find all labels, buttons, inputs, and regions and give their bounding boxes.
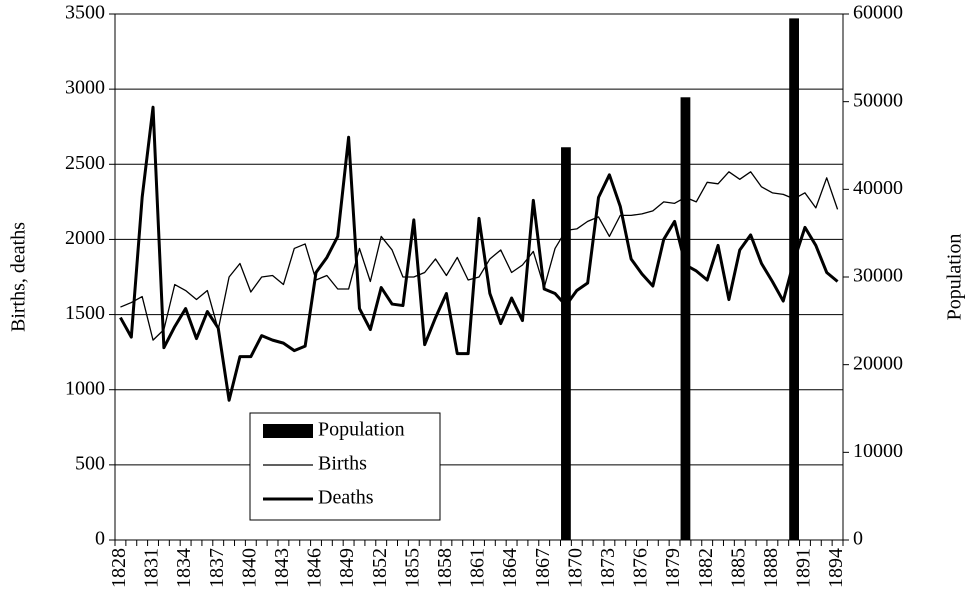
x-tick-label: 1870 bbox=[564, 548, 586, 588]
x-tick-label: 1879 bbox=[662, 548, 684, 588]
x-tick-label: 1864 bbox=[499, 548, 521, 588]
legend-label: Births bbox=[318, 453, 367, 475]
bar bbox=[680, 97, 691, 541]
y-tick-label: 3500 bbox=[65, 2, 105, 24]
x-tick-label: 1858 bbox=[434, 548, 456, 588]
y2-tick-label: 10000 bbox=[853, 440, 903, 462]
x-tick-label: 1846 bbox=[304, 548, 326, 588]
bar bbox=[789, 18, 799, 540]
x-tick-label: 1840 bbox=[238, 548, 260, 588]
y-axis-label: Births, deaths bbox=[8, 222, 30, 332]
x-tick-label: 1855 bbox=[401, 548, 423, 588]
x-tick-label: 1882 bbox=[695, 548, 717, 588]
x-tick-label: 1828 bbox=[108, 548, 130, 588]
x-tick-label: 1843 bbox=[271, 548, 293, 588]
x-tick-label: 1834 bbox=[173, 548, 195, 588]
x-tick-label: 1894 bbox=[825, 548, 847, 588]
y2-axis-label: Population bbox=[944, 234, 966, 321]
y2-tick-label: 20000 bbox=[853, 352, 903, 374]
y2-tick-label: 30000 bbox=[853, 265, 903, 287]
x-tick-label: 1831 bbox=[141, 548, 163, 588]
y2-tick-label: 0 bbox=[853, 528, 863, 550]
line bbox=[120, 171, 839, 341]
y-tick-label: 0 bbox=[95, 528, 105, 550]
x-tick-label: 1876 bbox=[630, 548, 652, 588]
legend-swatch bbox=[263, 424, 313, 438]
y-tick-label: 1500 bbox=[65, 302, 105, 324]
x-tick-label: 1849 bbox=[336, 548, 358, 588]
y2-tick-label: 40000 bbox=[853, 177, 903, 199]
x-tick-label: 1885 bbox=[727, 548, 749, 588]
y-tick-label: 2500 bbox=[65, 152, 105, 174]
x-tick-label: 1867 bbox=[532, 548, 554, 588]
y-tick-label: 2000 bbox=[65, 227, 105, 249]
y2-tick-label: 50000 bbox=[853, 89, 903, 111]
x-tick-label: 1873 bbox=[597, 548, 619, 588]
legend-label: Deaths bbox=[318, 487, 374, 509]
bar bbox=[561, 147, 571, 540]
x-tick-label: 1861 bbox=[467, 548, 489, 588]
x-tick-label: 1852 bbox=[369, 548, 391, 588]
y2-tick-label: 60000 bbox=[853, 2, 903, 24]
line bbox=[119, 105, 839, 402]
x-tick-label: 1891 bbox=[793, 548, 815, 588]
x-tick-label: 1837 bbox=[206, 548, 228, 588]
y-tick-label: 3000 bbox=[65, 77, 105, 99]
plot-frame bbox=[114, 13, 844, 541]
y-tick-label: 1000 bbox=[65, 377, 105, 399]
y-tick-label: 500 bbox=[75, 452, 105, 474]
x-tick-label: 1888 bbox=[760, 548, 782, 588]
legend-label: Population bbox=[318, 419, 405, 441]
